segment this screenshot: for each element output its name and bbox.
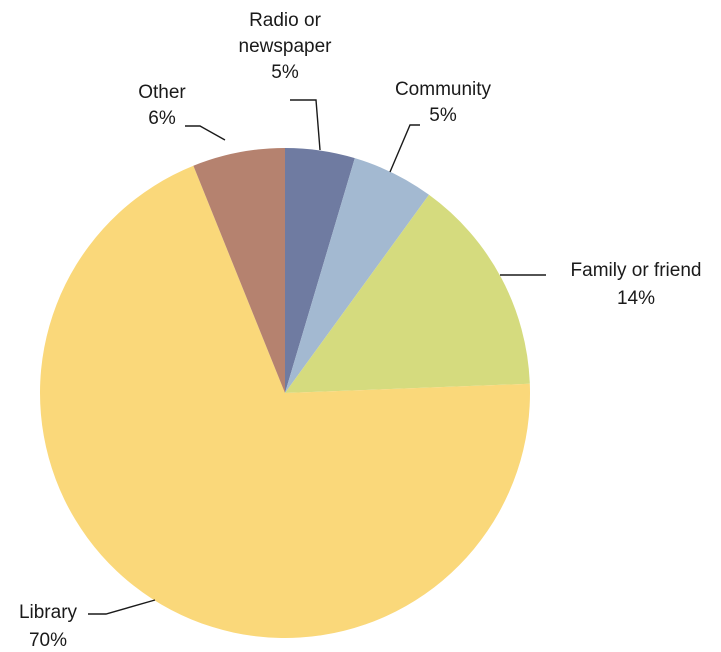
slice-percent: 70% xyxy=(29,630,67,651)
slice-name: Family or friend xyxy=(571,260,702,281)
slice-percent: 5% xyxy=(271,62,299,83)
slice-name: Other xyxy=(138,82,186,103)
pie-slices xyxy=(39,148,530,638)
pie-slice-family-or-friend xyxy=(285,194,530,393)
pie-slice-other xyxy=(193,148,285,393)
leader-line xyxy=(389,124,420,173)
leader-line xyxy=(185,125,226,141)
slice-name: newspaper xyxy=(239,36,333,57)
pie-slice-library xyxy=(39,165,530,638)
slice-label: Library 70% xyxy=(19,602,78,651)
pie-slice-radio-or-newspaper xyxy=(285,148,355,393)
slice-label: Community 5% xyxy=(395,79,492,126)
slice-labels: Radio or newspaper 5% Community 5% Family or … xyxy=(19,10,702,651)
slice-percent: 5% xyxy=(429,105,457,126)
leader-lines xyxy=(88,99,546,615)
slice-label: Radio or newspaper 5% xyxy=(239,10,333,83)
pie-slice-community xyxy=(285,158,430,393)
slice-name: Radio or xyxy=(249,10,321,31)
slice-percent: 14% xyxy=(617,288,655,309)
slice-label: Other 6% xyxy=(138,82,186,129)
slice-name: Library xyxy=(19,602,78,623)
leader-line xyxy=(88,599,156,615)
slice-percent: 6% xyxy=(148,108,176,129)
slice-name: Community xyxy=(395,79,492,100)
leader-line xyxy=(290,99,321,151)
slice-label: Family or friend 14% xyxy=(571,260,702,309)
